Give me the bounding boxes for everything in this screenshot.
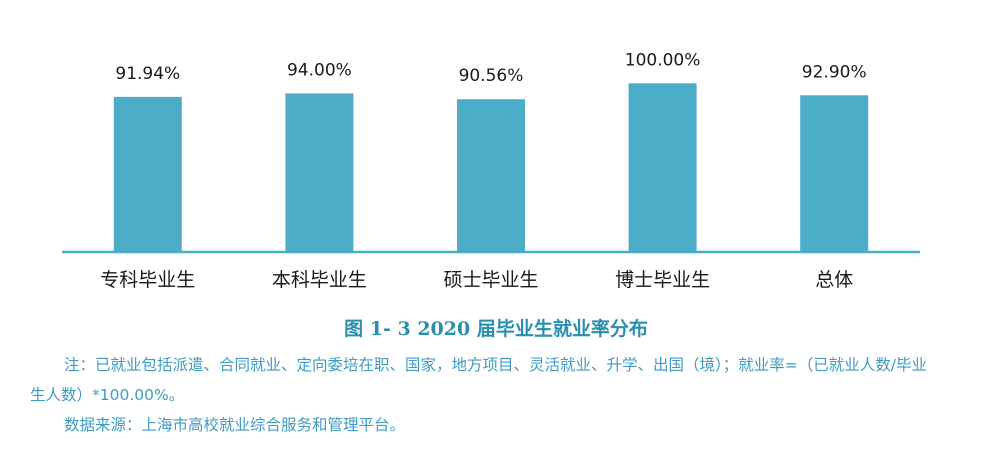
bar-value-label-4: 92.90% (802, 62, 867, 82)
bar-2 (457, 99, 525, 252)
category-label-4: 总体 (815, 269, 853, 291)
category-label-1: 本科毕业生 (272, 269, 367, 291)
bar-3 (628, 83, 697, 252)
category-label-2: 硕士毕业生 (443, 269, 538, 291)
chart-title: 图 1- 3 2020 届毕业生就业率分布 (344, 318, 648, 340)
bar-chart: 91.94% 专科毕业生 94.00% 本科毕业生 90.56% 硕士毕业生 100.00%… (62, 50, 920, 291)
bar-4 (800, 95, 869, 252)
category-label-0: 专科毕业生 (100, 269, 195, 291)
bar-0 (113, 96, 182, 252)
bar-1 (285, 93, 354, 252)
chart-note: 注：已就业包括派遣、合同就业、定向委培在职、国家，地方项目、灵活就业、升学、出国… (30, 356, 927, 404)
bar-value-label-2: 90.56% (459, 66, 524, 86)
data-source-note: 数据来源：上海市高校就业综合服务和管理平台。 (64, 416, 406, 434)
bar-value-label-1: 94.00% (287, 60, 352, 80)
bar-value-label-0: 91.94% (115, 64, 180, 84)
category-label-3: 博士毕业生 (615, 269, 710, 291)
bar-value-label-3: 100.00% (625, 50, 701, 70)
